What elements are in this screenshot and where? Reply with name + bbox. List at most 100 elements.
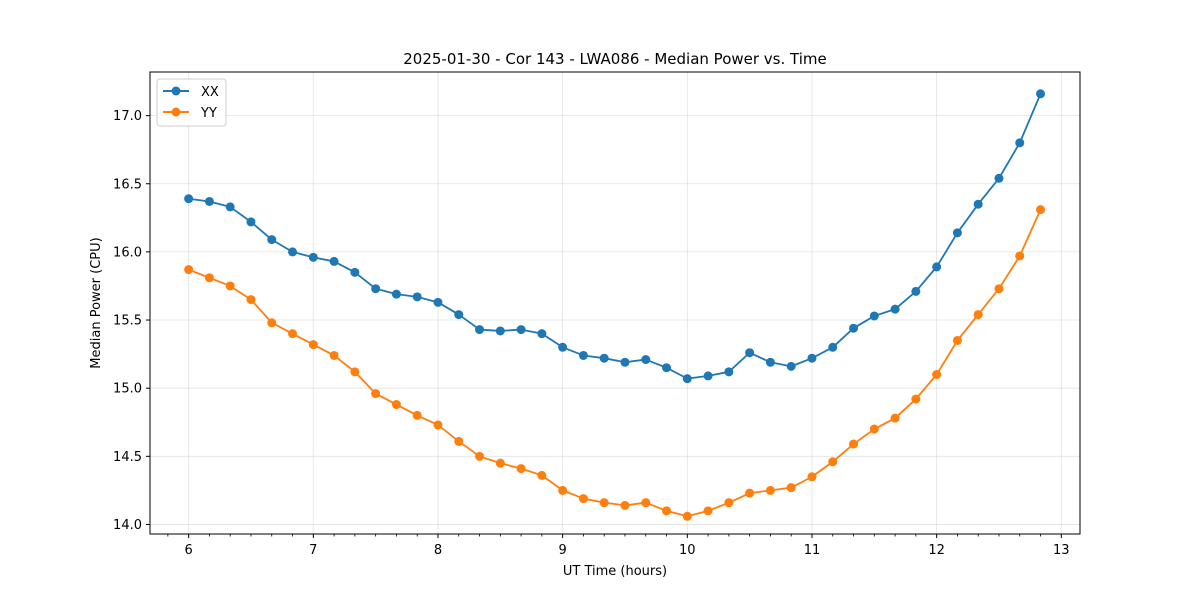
data-point-xx — [849, 323, 859, 333]
legend-label-xx: XX — [201, 85, 219, 100]
data-point-xx — [828, 342, 838, 352]
data-point-yy — [433, 420, 443, 430]
x-tick-label: 13 — [1053, 543, 1070, 558]
data-point-xx — [745, 348, 755, 358]
data-point-yy — [745, 488, 755, 498]
data-point-xx — [267, 235, 277, 245]
series-xx — [184, 89, 1046, 384]
data-point-yy — [267, 318, 277, 328]
data-point-yy — [495, 458, 505, 468]
series-group — [184, 89, 1046, 521]
data-point-yy — [225, 281, 235, 291]
data-point-xx — [246, 217, 256, 227]
data-point-yy — [682, 511, 692, 521]
data-point-yy — [308, 340, 318, 350]
data-point-yy — [641, 498, 651, 508]
data-point-yy — [724, 498, 734, 508]
y-tick-label: 15.5 — [113, 314, 142, 329]
data-point-xx — [412, 292, 422, 302]
legend-marker-yy — [171, 107, 181, 117]
data-point-xx — [932, 262, 942, 272]
y-tick-label: 14.0 — [113, 518, 142, 533]
data-point-yy — [475, 451, 485, 461]
data-point-yy — [184, 265, 194, 275]
chart-title: 2025-01-30 - Cor 143 - LWA086 - Median P… — [403, 50, 827, 68]
axes: 6 7 8 9 10 11 12 13 14.0 14.5 15.0 15.5 16.0 16.5 17.0 — [113, 109, 1070, 558]
data-point-yy — [620, 500, 630, 510]
data-point-yy — [869, 424, 879, 434]
data-point-yy — [412, 410, 422, 420]
x-tick-label: 12 — [928, 543, 945, 558]
data-point-yy — [994, 284, 1004, 294]
data-point-xx — [454, 310, 464, 320]
data-point-yy — [765, 485, 775, 495]
x-tick-label: 7 — [309, 543, 317, 558]
data-point-xx — [433, 297, 443, 307]
data-point-xx — [994, 173, 1004, 183]
series-yy — [184, 205, 1046, 521]
data-point-xx — [537, 329, 547, 339]
data-point-xx — [350, 267, 360, 277]
data-point-yy — [703, 506, 713, 516]
data-point-xx — [475, 325, 485, 335]
data-point-yy — [246, 295, 256, 305]
data-point-yy — [537, 470, 547, 480]
data-point-yy — [828, 457, 838, 467]
data-point-xx — [558, 342, 568, 352]
data-point-yy — [578, 494, 588, 504]
data-point-xx — [869, 311, 879, 321]
data-point-yy — [599, 498, 609, 508]
data-point-yy — [786, 483, 796, 493]
x-tick-label: 11 — [804, 543, 821, 558]
data-point-xx — [890, 304, 900, 314]
data-point-yy — [454, 436, 464, 446]
data-point-xx — [662, 363, 672, 373]
data-point-xx — [724, 367, 734, 377]
data-point-yy — [911, 394, 921, 404]
data-point-xx — [703, 371, 713, 381]
data-point-xx — [973, 199, 983, 209]
data-point-yy — [204, 273, 214, 283]
y-tick-label: 15.0 — [113, 382, 142, 397]
x-axis-label: UT Time (hours) — [563, 564, 667, 579]
data-point-xx — [516, 325, 526, 335]
y-axis-label: Median Power (CPU) — [89, 237, 104, 368]
data-point-xx — [641, 355, 651, 365]
data-point-xx — [329, 256, 339, 266]
data-point-yy — [391, 400, 401, 410]
legend-label-yy: YY — [200, 106, 217, 121]
data-point-yy — [973, 310, 983, 320]
data-point-xx — [952, 228, 962, 238]
data-point-yy — [807, 472, 817, 482]
data-point-yy — [662, 506, 672, 516]
data-point-yy — [952, 335, 962, 345]
data-point-xx — [765, 357, 775, 367]
data-point-yy — [371, 389, 381, 399]
x-tick-label: 9 — [559, 543, 567, 558]
data-point-yy — [329, 350, 339, 360]
data-point-xx — [1036, 89, 1046, 99]
data-point-xx — [308, 252, 318, 262]
data-point-xx — [288, 247, 298, 257]
data-point-yy — [516, 464, 526, 474]
x-tick-label: 10 — [679, 543, 696, 558]
data-point-xx — [225, 202, 235, 212]
data-point-xx — [204, 196, 214, 206]
data-point-yy — [932, 370, 942, 380]
data-point-xx — [1015, 138, 1025, 148]
legend: XX YY — [156, 78, 227, 127]
y-tick-label: 16.5 — [113, 177, 142, 192]
data-point-yy — [1036, 205, 1046, 215]
data-point-xx — [911, 286, 921, 296]
data-point-yy — [890, 413, 900, 423]
legend-marker-xx — [171, 86, 181, 96]
data-point-xx — [371, 284, 381, 294]
data-point-xx — [807, 353, 817, 363]
data-point-xx — [599, 353, 609, 363]
x-tick-label: 8 — [434, 543, 442, 558]
y-tick-label: 14.5 — [113, 450, 142, 465]
x-tick-label: 6 — [185, 543, 193, 558]
data-point-xx — [682, 374, 692, 384]
